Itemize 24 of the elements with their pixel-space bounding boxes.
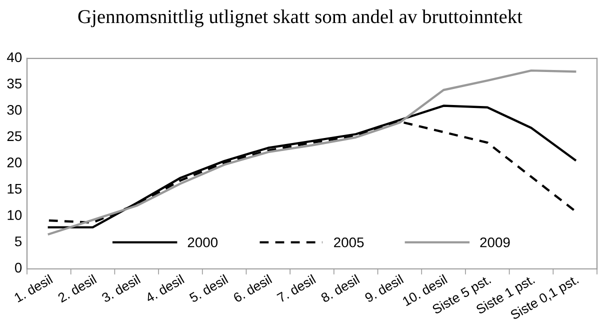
line-series [48,104,576,228]
y-tick-label: 20 [7,158,22,168]
x-tick-label: 1. desil [14,274,54,303]
y-tick-label: 0 [14,262,22,273]
y-tick-label: 35 [7,78,22,88]
y-tick-label: 5 [14,236,22,246]
legend-label: 2000 [188,237,218,248]
x-tick-label: 2. desil [57,274,97,303]
y-tick-label: 10 [8,210,22,220]
legend-label: 2009 [480,237,510,248]
chart-title: Gjennomsnittlig utlignet skatt som andel av bruttoinntekt [78,10,522,28]
y-tick-label: 15 [8,184,22,194]
x-tick-label: 5. desil [188,274,228,303]
y-tick-label: 40 [7,52,22,62]
y-tick-label: 30 [7,104,22,115]
x-tick-label: 7. desil [276,274,316,303]
y-tick-label: 25 [7,131,22,142]
x-tick-label: 4. desil [144,274,185,303]
legend-label: 2005 [334,237,364,248]
x-tick-label: 3. desil [100,274,141,303]
x-tick-label: 8. desil [320,274,360,303]
line-series [48,69,576,236]
x-tick-label: 9. desil [364,274,404,303]
x-tick-label: 6. desil [232,274,272,303]
